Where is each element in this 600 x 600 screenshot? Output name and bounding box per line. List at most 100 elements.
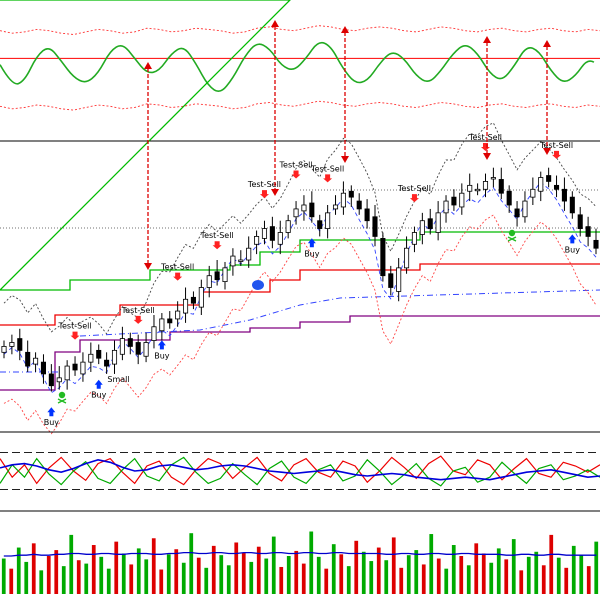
candle-body xyxy=(214,271,220,281)
buy-arrow-icon xyxy=(157,340,166,350)
double-headed-arrow-icon-top xyxy=(543,40,551,47)
volume-bar xyxy=(414,550,419,594)
volume-bar xyxy=(129,564,134,594)
volume-bar xyxy=(286,556,291,594)
volume-bar xyxy=(444,568,449,594)
volume-bar xyxy=(24,561,29,594)
double-headed-arrow-icon-bottom xyxy=(341,156,349,163)
candle-body xyxy=(396,267,402,292)
volume-bar xyxy=(489,562,494,594)
candle-body xyxy=(206,275,212,288)
volume-bar xyxy=(369,561,374,594)
buy-arrow-icon xyxy=(94,379,103,389)
double-headed-arrow-icon-bottom xyxy=(483,153,491,160)
candle-body xyxy=(230,255,236,267)
candle-body xyxy=(111,349,118,365)
candle-body xyxy=(48,373,54,387)
volume-bar xyxy=(324,568,329,594)
volume-average-line xyxy=(3,551,597,557)
volume-bar xyxy=(301,563,306,594)
candle-body xyxy=(443,200,449,214)
candle-body xyxy=(190,296,196,304)
volume-bar xyxy=(451,545,456,594)
volume-bar xyxy=(316,556,321,594)
volume-bar xyxy=(166,554,171,594)
double-headed-arrow-icon-bottom xyxy=(144,263,152,270)
volume-bar xyxy=(309,531,314,594)
volume-bar xyxy=(174,549,179,594)
skull-crossbones-icon-bones xyxy=(507,236,517,242)
volume-bar xyxy=(91,545,96,594)
candle-body xyxy=(364,208,370,222)
candle-body xyxy=(56,377,62,383)
volume-bar xyxy=(256,546,261,594)
candle-body xyxy=(285,220,291,233)
buy-label: Buy xyxy=(304,249,320,258)
volume-bar xyxy=(189,533,194,594)
blue-dashdot-line xyxy=(0,289,600,373)
volume-bar xyxy=(234,542,239,594)
volume-bar xyxy=(121,553,126,594)
volume-bar xyxy=(136,548,141,594)
volume-bar xyxy=(279,566,284,594)
candle-body xyxy=(404,247,410,269)
candle-body xyxy=(498,179,504,194)
divergence-arrows xyxy=(144,20,551,270)
volume-panel xyxy=(1,531,599,594)
candle-body xyxy=(119,338,125,355)
candle-body xyxy=(553,184,560,190)
volume-bar xyxy=(376,547,381,594)
candle-body xyxy=(411,232,417,245)
buy-label: Buy xyxy=(565,245,581,254)
small-label: Small xyxy=(107,375,129,384)
double-headed-arrow-icon-top xyxy=(483,36,491,43)
sell-arrow-icon xyxy=(552,150,562,159)
volume-bar xyxy=(511,539,516,594)
volume-bar xyxy=(16,547,21,594)
candle-body xyxy=(64,365,70,381)
volume-bar xyxy=(204,567,209,594)
candle-body xyxy=(72,363,78,371)
volume-bar xyxy=(534,551,539,594)
sell-arrow-icon xyxy=(323,174,333,183)
double-headed-arrow-icon-bottom xyxy=(271,189,279,196)
candle-body xyxy=(538,177,544,192)
candle-body xyxy=(388,273,394,288)
volume-bar xyxy=(496,548,501,594)
candle-body xyxy=(127,338,133,347)
volume-bar xyxy=(339,554,344,594)
candle-body xyxy=(593,239,599,249)
volume-bar xyxy=(549,534,554,594)
volume-bar xyxy=(579,555,584,594)
candle-body xyxy=(198,287,204,308)
volume-bar xyxy=(241,552,246,594)
candle-body xyxy=(293,208,299,218)
volume-bar xyxy=(399,567,404,594)
candle-body xyxy=(25,351,31,367)
volume-bar xyxy=(466,565,471,594)
buy-arrow-icon xyxy=(307,238,316,248)
sell-arrow-icon xyxy=(259,190,269,199)
volume-bar xyxy=(594,541,599,594)
volume-bar xyxy=(151,538,156,594)
candle-body xyxy=(246,247,252,261)
buy-arrow-icon xyxy=(568,234,577,244)
candle-body xyxy=(467,184,473,192)
sell-arrow-icon xyxy=(480,143,490,151)
volume-bar xyxy=(556,557,561,594)
candle-body xyxy=(380,237,386,277)
candle-body xyxy=(183,298,189,314)
volume-bar xyxy=(429,534,434,594)
skull-crossbones-icon xyxy=(508,229,516,237)
middle-band-dashed xyxy=(3,181,597,394)
lower-band-dotted xyxy=(3,214,597,435)
buy-label: Buy xyxy=(91,391,107,400)
volume-bar xyxy=(31,543,36,594)
volume-bar xyxy=(54,550,59,594)
candle-body xyxy=(254,236,260,245)
candle-body xyxy=(332,204,339,210)
candle-body xyxy=(143,342,149,357)
buy-arrow-icon xyxy=(47,407,56,417)
volume-bar xyxy=(421,564,426,594)
